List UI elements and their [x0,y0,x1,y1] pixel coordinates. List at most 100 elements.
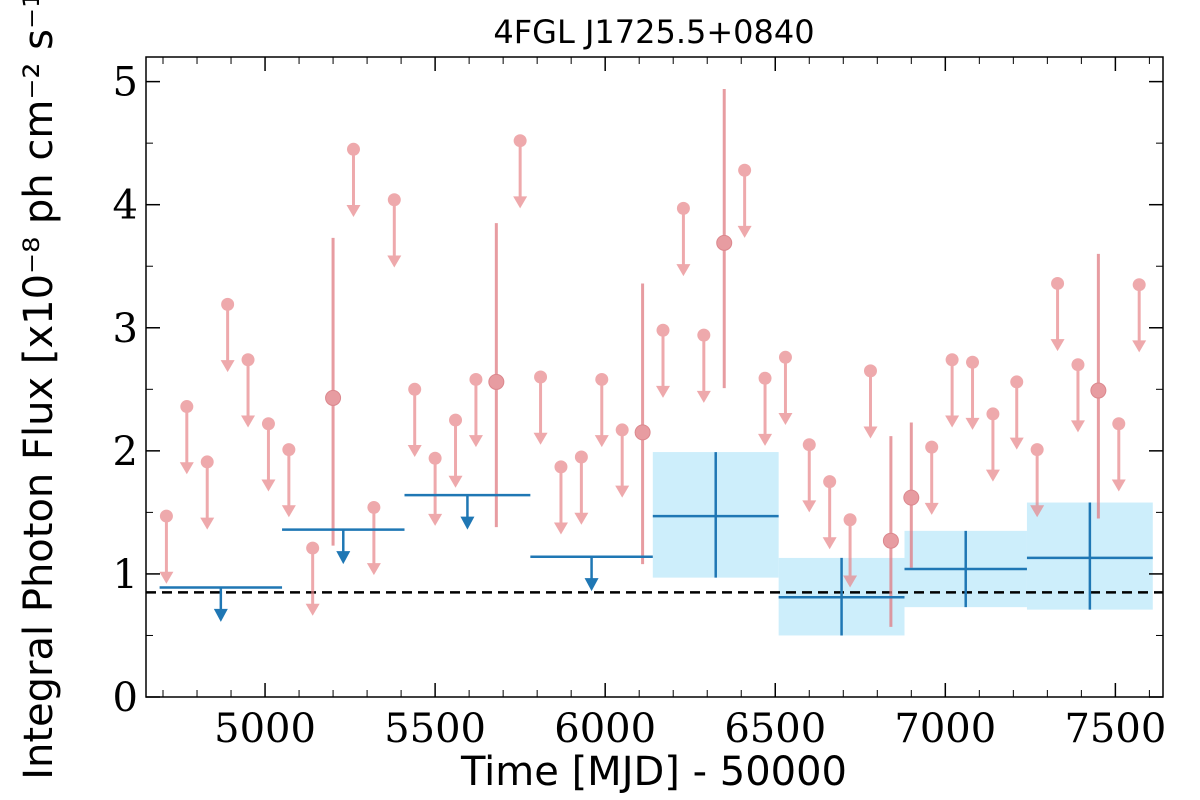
x-tick-label: 5500 [384,706,486,752]
fine-upper-limit-marker [802,438,816,452]
fine-upper-limit-marker [261,417,275,431]
fine-upper-limit-arrowhead [261,479,276,492]
fine-upper-limit-marker [1030,443,1044,457]
fine-detection-marker [903,489,920,506]
fine-upper-limit-arrowhead [305,603,320,616]
fine-detection [716,89,733,389]
fine-upper-limit-arrowhead [594,435,609,448]
fine-upper-limit [965,355,980,430]
fine-upper-limit-marker [676,201,690,215]
fine-upper-limit-marker [513,134,527,148]
fine-upper-limit-arrowhead [533,432,548,445]
fine-upper-limit-marker [1112,417,1126,431]
fine-upper-limit-marker [1010,375,1024,389]
fine-upper-limit [615,423,630,498]
fine-upper-limit-arrowhead [843,575,858,588]
fine-upper-limit-arrowhead [945,415,960,428]
fine-upper-limit-arrowhead [1132,340,1147,353]
fine-upper-limit-arrowhead [407,445,422,457]
fine-upper-limit-arrowhead [778,413,793,425]
fine-upper-limit [179,400,194,475]
fine-upper-limit [220,297,235,373]
fine-upper-limit-marker [428,451,442,465]
x-tick-label: 5000 [214,706,316,752]
plot-frame [145,56,1164,698]
x-tick-label: 6000 [554,706,656,752]
fine-upper-limit-marker [1132,278,1146,292]
fine-upper-limit [1050,276,1065,352]
fine-upper-limit-marker [823,475,837,489]
fine-upper-limit-marker [986,407,1000,421]
fine-upper-limit [656,323,671,398]
fine-upper-limit-arrowhead [366,563,381,576]
fine-upper-limit [261,417,276,492]
y-tick-label: 2 [113,429,138,475]
fine-upper-limit-marker [534,370,548,384]
fine-upper-limit [676,201,691,277]
fine-upper-limit-arrowhead [924,502,939,515]
fine-upper-limit-arrowhead [241,415,256,428]
fine-upper-limit-marker [863,364,877,378]
fine-upper-limit [758,371,773,446]
fine-detection [903,422,920,568]
fine-upper-limit [448,413,463,488]
fine-upper-limit-marker [615,423,629,437]
fine-upper-limit [387,193,402,268]
fine-upper-limit-arrowhead [676,264,691,277]
fine-upper-limit [428,451,443,526]
fine-upper-limit [553,460,568,535]
fine-upper-limit [574,450,589,525]
fine-upper-limit-marker [758,371,772,385]
coarse-upper-limit-arrowhead [460,516,475,530]
y-tick-label: 5 [113,60,138,106]
fine-upper-limit [346,142,361,217]
fine-upper-limit-marker [778,350,792,364]
fine-upper-limit-arrowhead [985,469,1000,482]
fine-upper-limit-arrowhead [179,462,194,475]
fine-upper-limit [159,509,174,584]
fine-upper-limit [1009,375,1024,450]
fine-upper-limit-marker [408,382,422,396]
fine-upper-limit [1070,358,1085,433]
fine-upper-limit-arrowhead [737,225,752,238]
fine-detection-marker [488,373,505,390]
fine-upper-limit-marker [367,500,381,514]
fine-upper-limit [594,372,609,448]
fine-upper-limit-arrowhead [346,205,361,217]
fine-upper-limit-arrowhead [1111,479,1126,492]
fine-upper-limit-marker [966,355,980,369]
fine-upper-limit-marker [469,372,483,386]
fine-detection-marker [716,234,733,251]
x-axis-label: Time [MJD] - 50000 [460,749,847,795]
fine-upper-limit-arrowhead [574,512,589,525]
fine-upper-limit [696,328,711,403]
fine-upper-limit [802,438,817,513]
coarse-upper-limit-arrowhead [584,578,599,592]
fine-upper-limit-marker [221,297,235,311]
chart-title: 4FGL J1725.5+0840 [493,13,814,51]
fine-upper-limit-marker [180,400,194,414]
fine-upper-limit-arrowhead [200,517,215,530]
y-tick-label: 4 [113,183,138,229]
fine-detection-marker [1090,382,1107,399]
fine-upper-limit-marker [241,353,255,367]
fine-detection [488,223,505,528]
coarse-upper-limit-arrowhead [213,608,228,622]
fine-upper-limit-arrowhead [758,433,773,446]
fine-upper-limit-marker [1051,276,1065,290]
fine-upper-limit-arrowhead [448,475,463,488]
y-axis-label: Integral Photon Flux [x10⁻⁸ ph cm⁻² s⁻¹] [16,0,62,780]
fine-upper-limit [924,440,939,515]
axes: 5000 5500 6000 6500 7000 7500 0 1 2 3 4 5 [113,57,1166,752]
fine-upper-limit [513,134,528,209]
fine-upper-limit-marker [159,509,173,523]
fine-upper-limit-arrowhead [822,537,837,550]
fine-upper-limit-marker [738,163,752,177]
fine-upper-limit-marker [200,455,214,469]
plot-area [146,89,1163,636]
fine-detection [325,237,342,546]
fine-upper-limit [366,500,381,576]
fine-upper-limit [945,353,960,428]
fine-upper-limit-marker [306,541,320,555]
